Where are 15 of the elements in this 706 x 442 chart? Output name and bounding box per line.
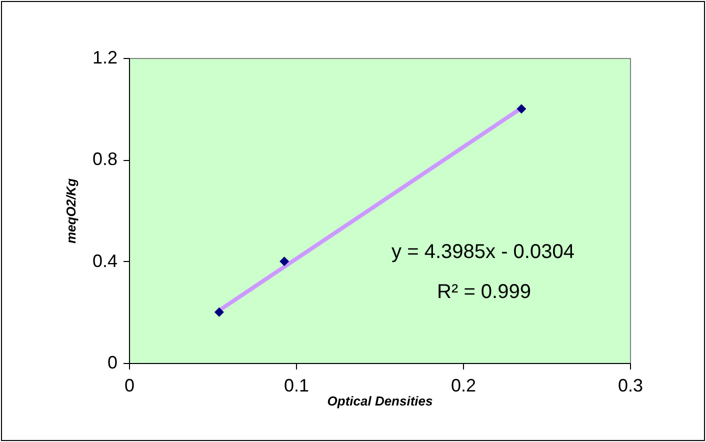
annotation: R² = 0.999 — [437, 281, 531, 303]
y-tick-label: 0.4 — [92, 250, 118, 271]
y-tick-label: 0 — [107, 352, 118, 372]
y-tick-label: 1.2 — [92, 48, 118, 68]
y-tick-label: 0.8 — [92, 149, 118, 170]
x-tick-label: 0.2 — [450, 376, 476, 396]
y-axis-title: meqO2/Kg — [63, 178, 78, 244]
point — [214, 307, 224, 317]
annotation: y = 4.3985x - 0.0304 — [392, 241, 574, 263]
x-axis-title: Optical Densities — [327, 394, 433, 408]
point — [280, 256, 290, 266]
point — [516, 104, 526, 114]
x-tick-label: 0.1 — [284, 376, 310, 396]
x-tick-label: 0 — [124, 376, 135, 396]
x-tick-label: 0.3 — [618, 376, 644, 396]
